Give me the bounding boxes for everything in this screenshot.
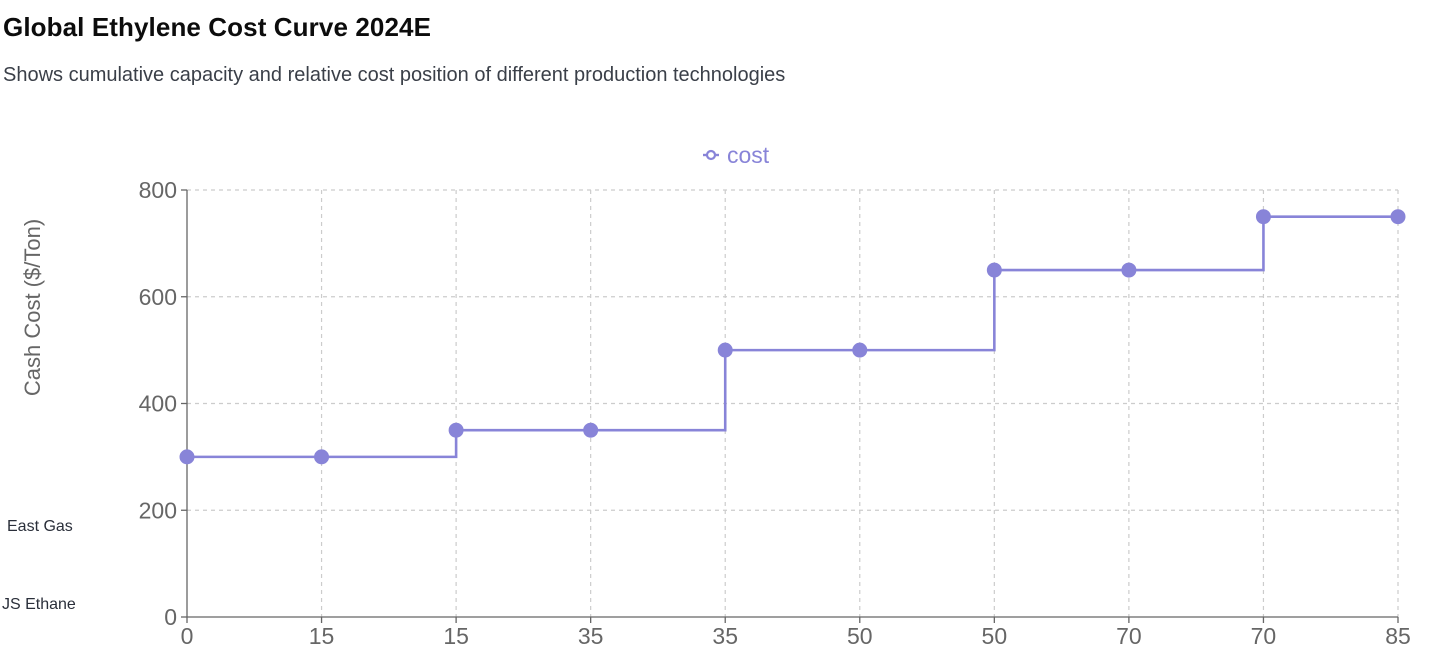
legend: cost [703,142,770,168]
tick-labels: 0 200 400 600 800 0 15 15 35 35 50 50 70 70 85 [139,177,1411,649]
data-point-4 [717,342,733,358]
side-label-us-ethane: JS Ethane [2,596,76,613]
data-point-9 [1390,209,1406,225]
data-point-0 [179,449,195,465]
legend-label-0: cost [727,142,770,168]
x-tick-label-8: 70 [1251,623,1277,649]
legend-marker-icon [705,149,717,161]
data-point-8 [1255,209,1271,225]
axes [181,189,1399,623]
side-label-east-gas: East Gas [7,518,73,535]
x-tick-label-7: 70 [1116,623,1142,649]
data-point-1 [314,449,330,465]
x-tick-label-3: 35 [578,623,604,649]
series-cost [179,209,1406,465]
data-point-6 [986,262,1002,278]
data-point-2 [448,422,464,438]
x-tick-label-6: 50 [982,623,1008,649]
y-tick-label-2: 400 [139,391,177,417]
chart-subtitle: Shows cumulative capacity and relative c… [3,64,786,86]
x-tick-label-1: 15 [309,623,335,649]
x-tick-label-2: 15 [443,623,469,649]
x-tick-label-0: 0 [181,623,194,649]
x-tick-label-4: 35 [712,623,738,649]
chart-title: Global Ethylene Cost Curve 2024E [3,12,432,42]
y-tick-label-0: 0 [164,604,177,630]
x-tick-label-5: 50 [847,623,873,649]
y-tick-label-1: 200 [139,497,177,523]
y-tick-label-4: 800 [139,177,177,203]
data-point-5 [852,342,868,358]
data-point-7 [1121,262,1137,278]
x-tick-label-9: 85 [1385,623,1411,649]
y-axis-label: Cash Cost ($/Ton) [20,219,45,396]
data-point-3 [583,422,599,438]
y-tick-label-3: 600 [139,284,177,310]
series-line-0 [187,215,1398,459]
grid-lines [187,189,1399,617]
